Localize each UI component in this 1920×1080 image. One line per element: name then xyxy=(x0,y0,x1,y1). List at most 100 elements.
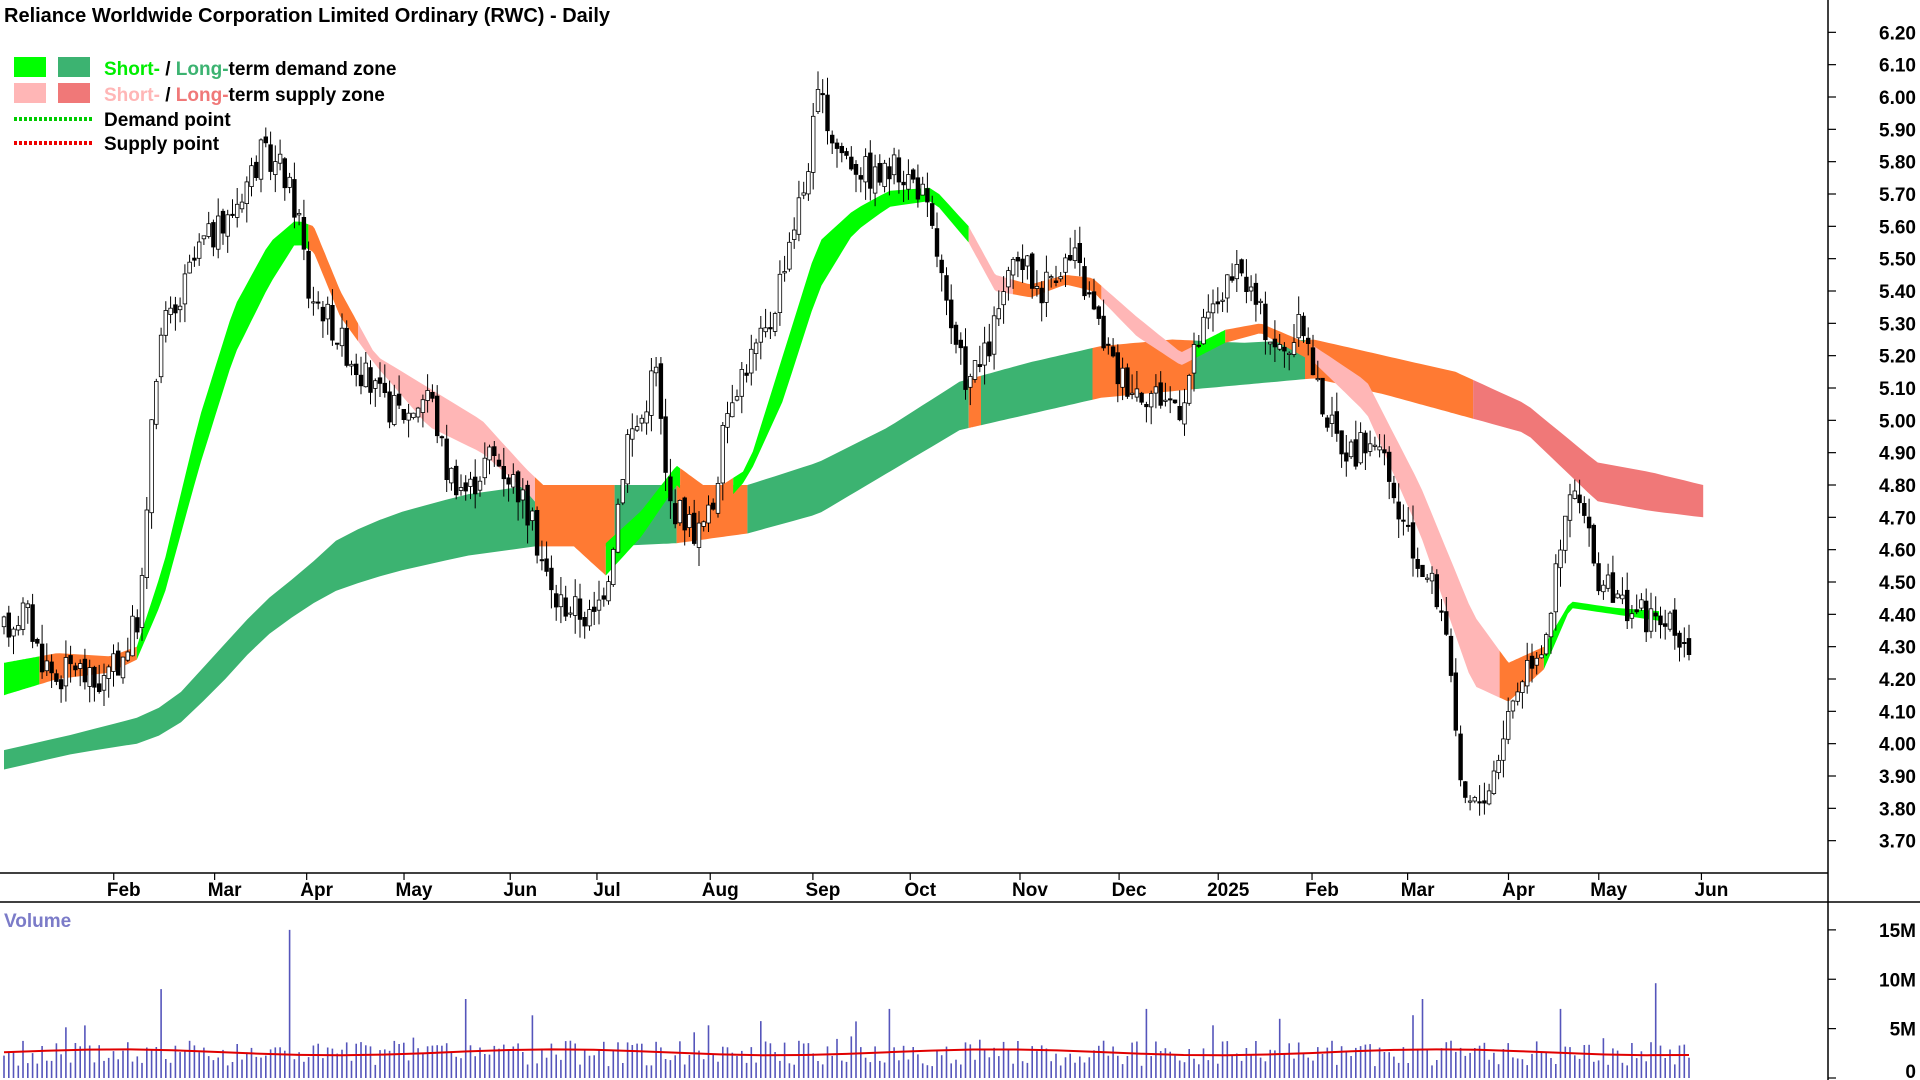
candle-body xyxy=(782,271,787,274)
candle-body xyxy=(1287,352,1292,355)
candle-body xyxy=(1363,432,1368,454)
candle-body xyxy=(925,188,930,203)
price-tick-label: 4.30 xyxy=(1879,638,1916,659)
candle-body xyxy=(406,412,411,421)
candle-body xyxy=(749,348,754,374)
svg-text:Short- / Long-term demand zone: Short- / Long-term demand zone xyxy=(104,59,396,80)
candle-body xyxy=(1282,346,1287,352)
candle-body xyxy=(1372,444,1378,447)
price-tick-label: 3.90 xyxy=(1879,767,1916,788)
candle-body xyxy=(1567,494,1573,521)
volume-moving-average xyxy=(3,1048,1690,1057)
candle-body xyxy=(268,144,273,172)
candle-body xyxy=(1129,392,1135,395)
candle-body xyxy=(1144,403,1149,408)
date-tick-label: 2025 xyxy=(1207,880,1250,901)
candle-body xyxy=(1406,524,1411,527)
candle-body xyxy=(1605,574,1611,589)
candle-body xyxy=(1044,271,1049,303)
candle-body xyxy=(1020,258,1025,271)
legend-supply-suffix: term supply zone xyxy=(229,85,385,106)
candle-body xyxy=(511,474,516,488)
candle-body xyxy=(506,477,511,485)
candle-body xyxy=(1306,337,1311,345)
candle-body xyxy=(282,158,287,189)
candle-body xyxy=(1439,610,1444,613)
candle-body xyxy=(863,156,868,183)
candle-body xyxy=(1429,572,1435,582)
candle-body xyxy=(1477,801,1482,804)
candle-body xyxy=(1615,593,1620,599)
candle-body xyxy=(449,467,454,484)
price-tick-label: 5.30 xyxy=(1879,314,1916,335)
price-tick-label: 4.90 xyxy=(1879,444,1916,465)
candle-body xyxy=(1344,452,1349,462)
long-term-zone-segment-6 xyxy=(981,348,1093,426)
candle-body xyxy=(130,615,135,657)
candle-body xyxy=(68,655,73,665)
date-tick-label: May xyxy=(1590,880,1627,901)
candle-body xyxy=(1453,672,1458,731)
candle-body xyxy=(554,593,559,608)
candle-body xyxy=(1244,276,1249,293)
candle-body xyxy=(725,413,730,428)
candle-body xyxy=(496,459,502,467)
candle-body xyxy=(168,307,173,316)
candle-body xyxy=(858,175,863,180)
candle-body xyxy=(1682,642,1687,645)
candle-body xyxy=(20,602,26,630)
candle-body xyxy=(249,165,254,187)
candle-body xyxy=(987,341,992,357)
candle-body xyxy=(1415,559,1420,569)
candle-body xyxy=(444,438,449,480)
volume-tick-label: 10M xyxy=(1879,970,1916,991)
candle-body xyxy=(334,342,340,345)
candle-body xyxy=(915,177,921,200)
date-tick-label: Apr xyxy=(300,880,333,901)
candle-body xyxy=(611,549,616,586)
candle-body xyxy=(1125,367,1130,397)
candle-body xyxy=(1539,654,1544,659)
date-tick-label: Feb xyxy=(107,880,141,901)
candle-body xyxy=(1091,291,1097,310)
price-tick-label: 5.20 xyxy=(1879,347,1916,368)
date-tick-label: Aug xyxy=(702,880,739,901)
candle-body xyxy=(120,656,126,679)
candle-body xyxy=(1491,770,1497,795)
candle-body xyxy=(306,250,311,299)
candle-body xyxy=(1515,691,1520,702)
candle-body xyxy=(78,663,83,669)
candle-body xyxy=(477,480,483,491)
candle-body xyxy=(1586,516,1592,529)
candle-body xyxy=(1134,388,1140,398)
candle-body xyxy=(254,161,259,179)
candle-body xyxy=(844,151,849,156)
candle-body xyxy=(949,299,954,329)
short-term-zone-segment-5 xyxy=(535,477,606,576)
short-term-zone-segment-11 xyxy=(1101,285,1194,365)
candle-body xyxy=(1686,638,1692,656)
candle-body xyxy=(1301,315,1306,337)
short-term-zone-segment-3 xyxy=(308,224,358,342)
price-tick-label: 4.10 xyxy=(1879,702,1916,723)
price-tick-label: 6.00 xyxy=(1879,88,1916,109)
short-term-zone-segment-2 xyxy=(136,221,309,660)
candle-body xyxy=(1458,733,1463,781)
candle-body xyxy=(568,612,573,615)
candle-body xyxy=(982,342,987,366)
candle-body xyxy=(1482,800,1487,804)
candle-body xyxy=(730,402,735,418)
candle-body xyxy=(101,675,107,691)
candle-body xyxy=(1320,377,1325,415)
candle-body xyxy=(1486,790,1492,805)
candle-body xyxy=(111,653,116,672)
candle-body xyxy=(1010,258,1016,276)
candle-body xyxy=(996,308,1001,320)
candle-body xyxy=(868,152,873,189)
candle-body xyxy=(920,183,925,196)
candle-body xyxy=(682,497,687,531)
candle-body xyxy=(1220,299,1225,302)
candle-body xyxy=(1101,315,1106,349)
candle-body xyxy=(839,145,844,154)
candle-body xyxy=(711,502,716,510)
